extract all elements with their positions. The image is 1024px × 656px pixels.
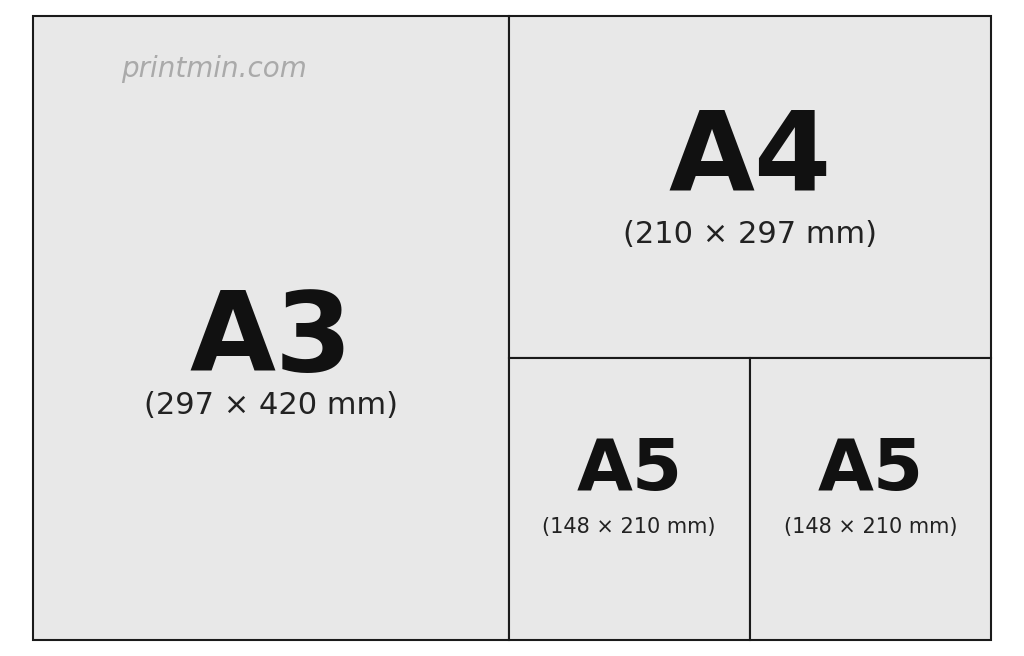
Text: (210 × 297 mm): (210 × 297 mm) bbox=[623, 220, 878, 249]
Text: A4: A4 bbox=[669, 106, 831, 213]
Text: (148 × 210 mm): (148 × 210 mm) bbox=[783, 517, 957, 537]
Text: A5: A5 bbox=[577, 436, 682, 505]
Bar bbox=[509, 16, 991, 358]
Bar bbox=[33, 16, 509, 640]
Text: printmin.com: printmin.com bbox=[121, 55, 306, 83]
Text: A5: A5 bbox=[817, 436, 924, 505]
Bar bbox=[750, 358, 991, 640]
Text: (297 × 420 mm): (297 × 420 mm) bbox=[143, 392, 398, 420]
Text: (148 × 210 mm): (148 × 210 mm) bbox=[543, 517, 716, 537]
Text: A3: A3 bbox=[189, 287, 352, 394]
Bar bbox=[509, 358, 750, 640]
